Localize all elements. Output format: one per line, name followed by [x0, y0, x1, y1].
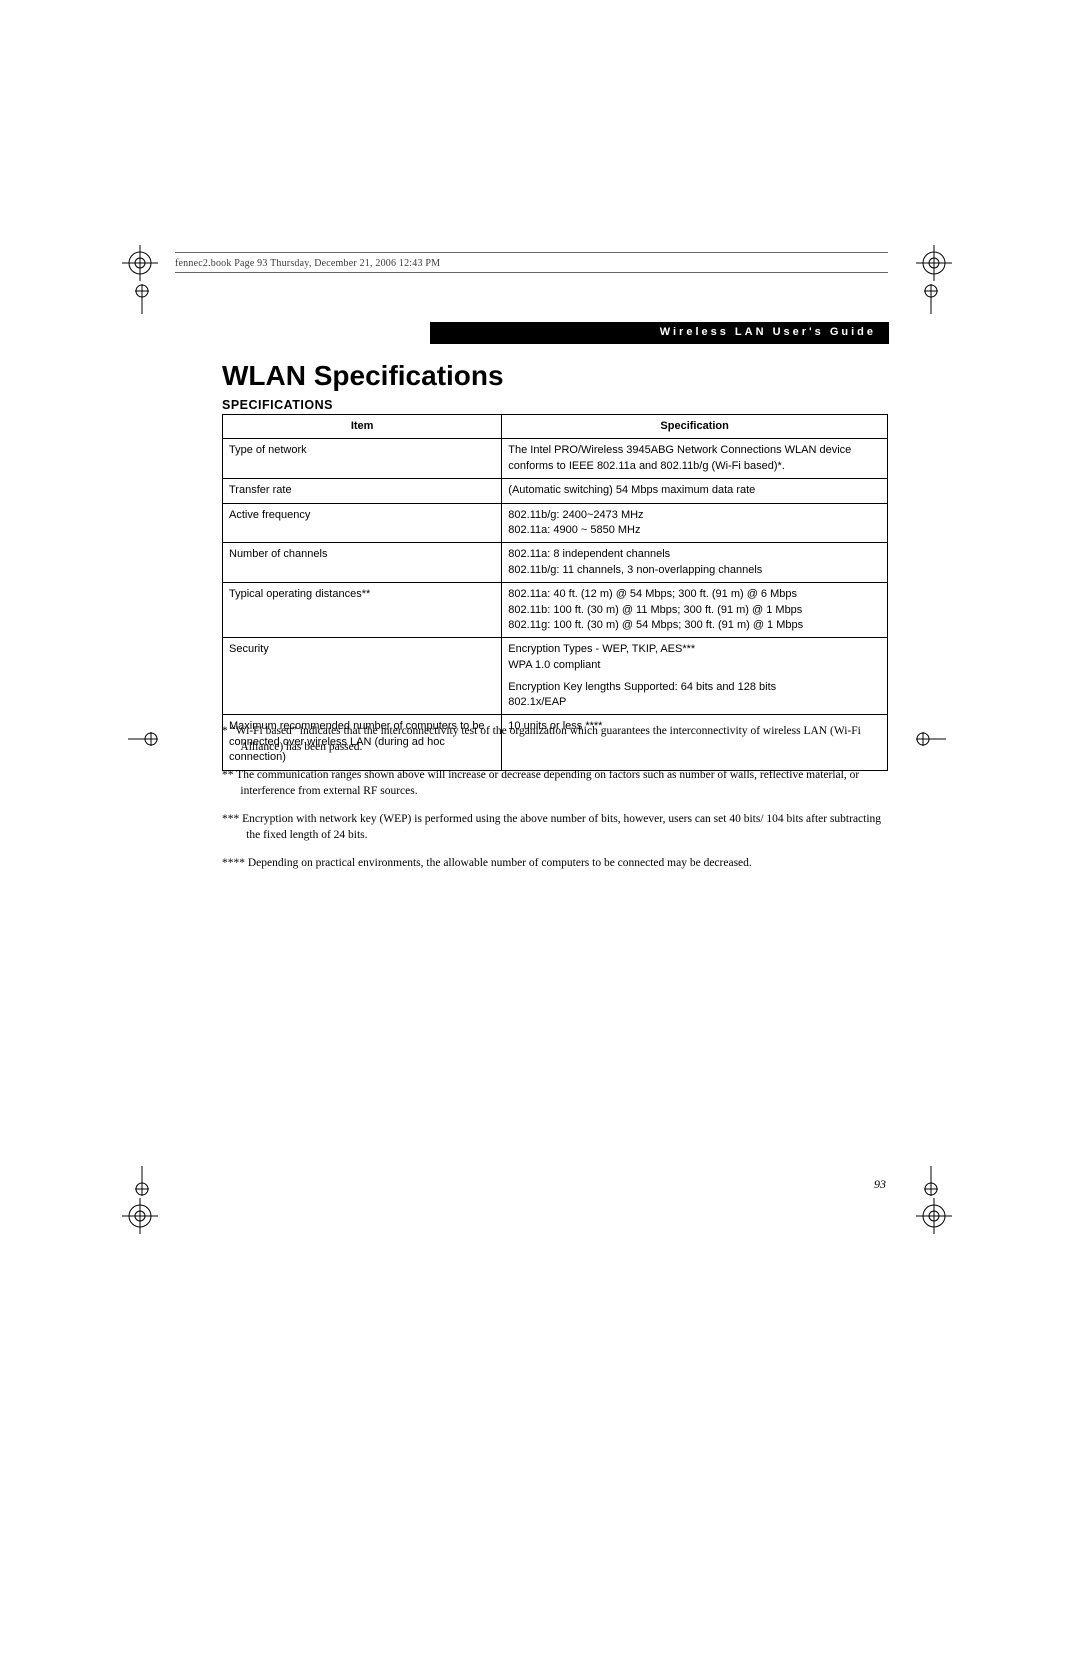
col-header-item: Item: [223, 415, 502, 439]
footnote: **** Depending on practical environments…: [222, 856, 888, 872]
section-band-text: Wireless LAN User's Guide: [0, 326, 876, 338]
crop-mark-bl: [122, 1198, 158, 1234]
footnote: *** Encryption with network key (WEP) is…: [222, 812, 888, 843]
table-row: SecurityEncryption Types - WEP, TKIP, AE…: [223, 638, 888, 715]
table-row: Typical operating distances**802.11a: 40…: [223, 583, 888, 638]
reg-mark: [924, 284, 938, 314]
section-heading: SPECIFICATIONS: [222, 398, 333, 412]
col-header-spec: Specification: [502, 415, 888, 439]
reg-mark: [916, 732, 946, 746]
footnote: ** The communication ranges shown above …: [222, 768, 888, 799]
reg-mark: [135, 284, 149, 314]
page-title: WLAN Specifications: [222, 360, 504, 392]
page: fennec2.book Page 93 Thursday, December …: [0, 0, 1080, 1669]
table-row: Number of channels802.11a: 8 independent…: [223, 543, 888, 583]
reg-mark: [135, 1166, 149, 1196]
table-row: Transfer rate(Automatic switching) 54 Mb…: [223, 479, 888, 503]
crop-mark-tr: [916, 245, 952, 281]
header-rule-top: [175, 252, 888, 253]
reg-mark: [924, 1166, 938, 1196]
header-running-text: fennec2.book Page 93 Thursday, December …: [175, 258, 440, 269]
table-row: Type of networkThe Intel PRO/Wireless 39…: [223, 439, 888, 479]
crop-mark-br: [916, 1198, 952, 1234]
header-rule-bottom: [175, 272, 888, 273]
footnotes: * “Wi-Fi based” indicates that the inter…: [222, 724, 888, 885]
specifications-table: Item Specification Type of networkThe In…: [222, 414, 888, 771]
crop-mark-tl: [122, 245, 158, 281]
page-number: 93: [874, 1177, 886, 1192]
table-row: Active frequency802.11b/g: 2400~2473 MHz…: [223, 503, 888, 543]
footnote: * “Wi-Fi based” indicates that the inter…: [222, 724, 888, 755]
reg-mark: [128, 732, 158, 746]
